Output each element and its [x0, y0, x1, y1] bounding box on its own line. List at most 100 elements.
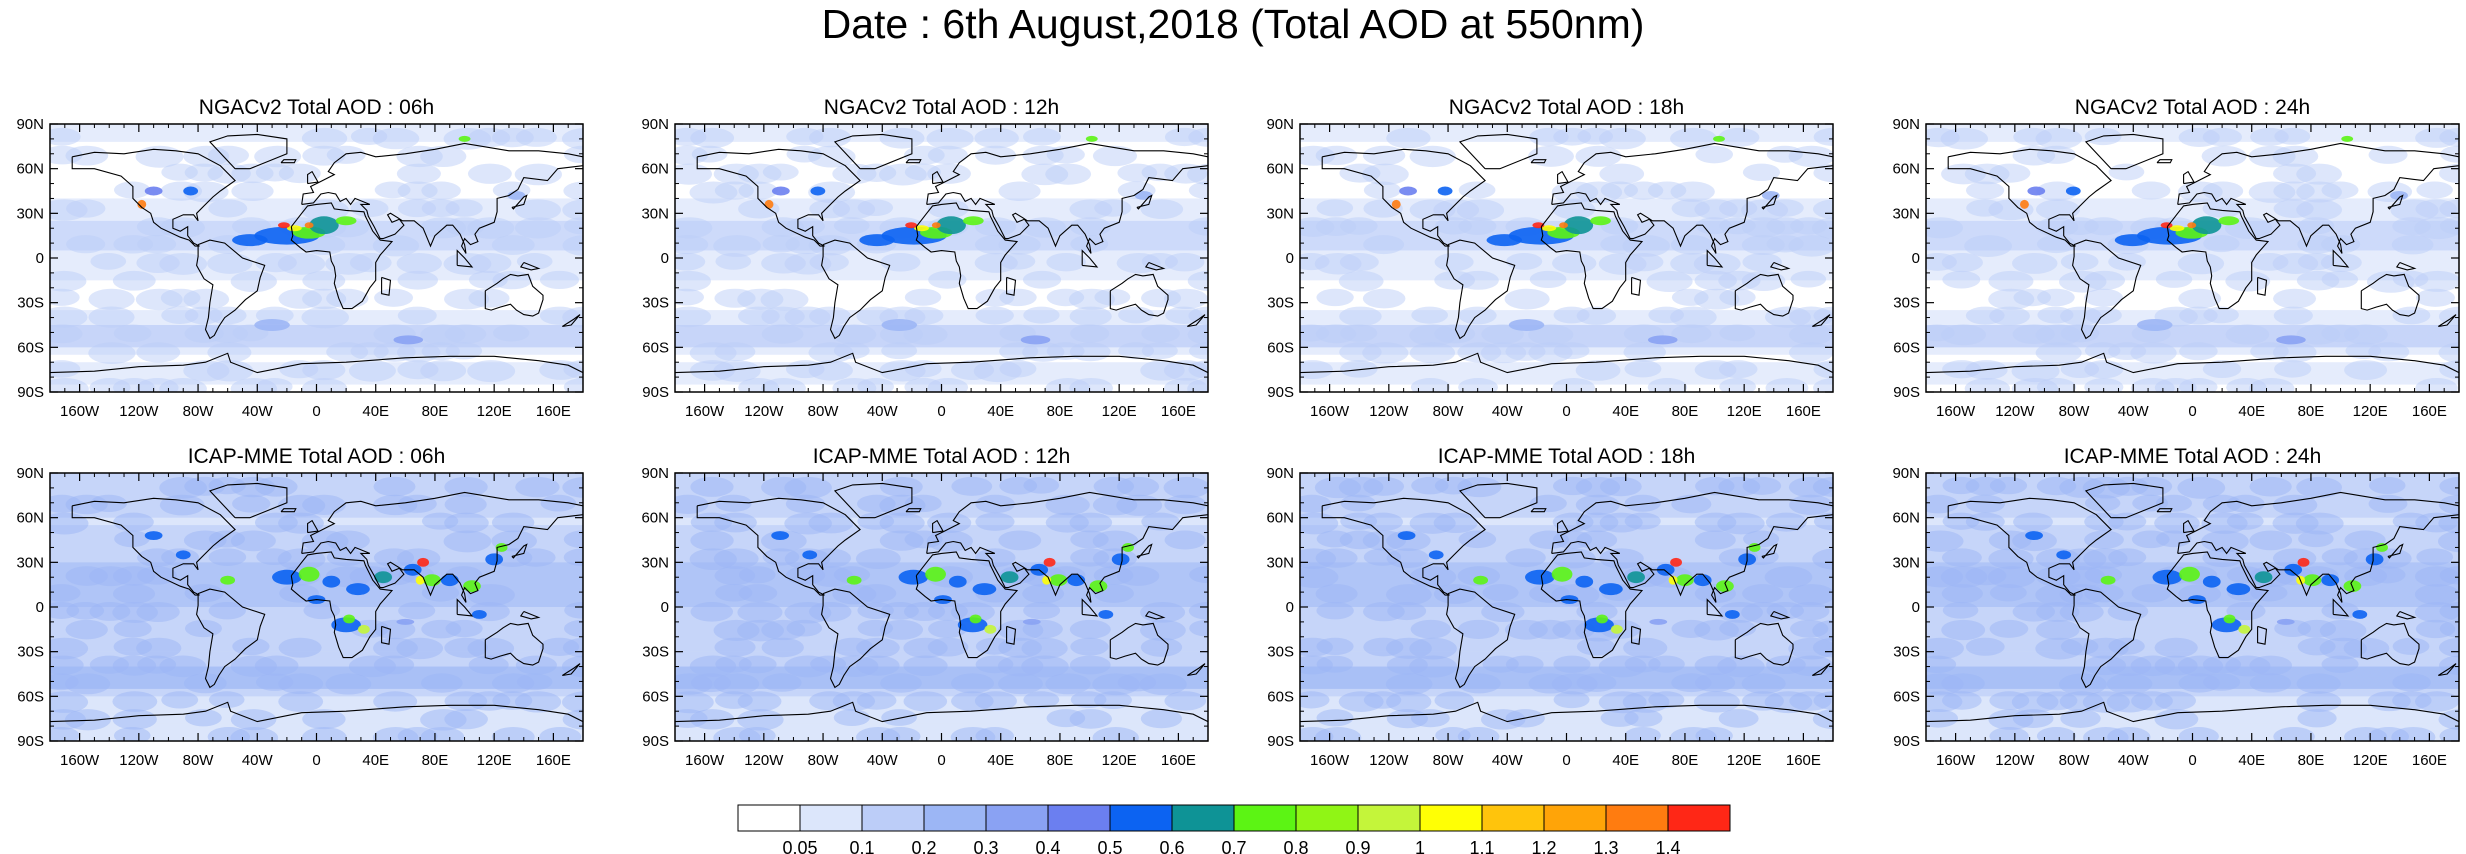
lat-tick-label: 30S	[1893, 295, 1920, 312]
lat-tick-label: 60S	[642, 688, 669, 705]
lon-tick-label: 0	[1562, 403, 1570, 420]
lon-tick-label: 80E	[422, 752, 449, 769]
lat-tick-label: 90N	[641, 465, 669, 482]
map-panel: ICAP-MME Total AOD : 18h 90N 60N 30N 0 30S 60S…	[1266, 445, 1834, 769]
lon-tick-label: 160E	[2412, 752, 2447, 769]
lon-tick-label: 0	[312, 403, 320, 420]
lat-tick-label: 60S	[1267, 339, 1294, 356]
colorbar-label: 1.2	[1531, 838, 1556, 854]
lat-tick-label: 90S	[1893, 733, 1920, 750]
colorbar-swatch	[1109, 804, 1173, 832]
lon-tick-label: 120E	[2353, 403, 2388, 420]
colorbar-label: 0.1	[849, 838, 874, 854]
lat-tick-label: 60S	[1267, 688, 1294, 705]
lon-tick-label: 40W	[2118, 403, 2150, 420]
aod-field	[1926, 124, 2459, 392]
lon-tick-label: 120E	[477, 752, 512, 769]
colorbar-swatch	[737, 804, 801, 832]
map-panel: ICAP-MME Total AOD : 12h 90N 60N 30N 0 30S 60S…	[641, 445, 1209, 769]
lon-tick-label: 80E	[422, 403, 449, 420]
lon-tick-label: 160W	[1936, 752, 1976, 769]
lon-tick-label: 80W	[808, 403, 840, 420]
lon-tick-label: 160W	[685, 752, 725, 769]
lat-tick-label: 30S	[1893, 644, 1920, 661]
lon-tick-label: 40W	[242, 403, 274, 420]
lat-tick-label: 90N	[16, 465, 44, 482]
aod-field	[50, 124, 583, 392]
lat-tick-label: 90N	[1892, 465, 1920, 482]
lon-tick-label: 160E	[2412, 403, 2447, 420]
lat-tick-label: 60N	[16, 510, 44, 527]
lat-tick-label: 0	[1912, 250, 1920, 267]
lat-tick-label: 60S	[1893, 339, 1920, 356]
lon-tick-label: 120W	[119, 403, 159, 420]
lat-tick-label: 90N	[1892, 116, 1920, 133]
aod-field	[675, 124, 1208, 392]
lon-tick-label: 40E	[1612, 752, 1639, 769]
lat-tick-label: 0	[661, 250, 669, 267]
lat-tick-label: 60S	[642, 339, 669, 356]
lat-tick-label: 60N	[1266, 510, 1294, 527]
lon-tick-label: 120W	[1369, 403, 1409, 420]
lat-tick-label: 30S	[642, 295, 669, 312]
colorbar-swatch	[1233, 804, 1297, 832]
lon-tick-label: 160E	[1786, 752, 1821, 769]
coastlines	[50, 482, 583, 723]
lon-tick-label: 0	[937, 403, 945, 420]
map-panel: NGACv2 Total AOD : 24h 90N 60N 30N 0 30S 60S 90…	[1892, 96, 2460, 420]
coastlines	[1300, 482, 1833, 723]
lon-tick-label: 80W	[1433, 403, 1465, 420]
lat-tick-label: 90S	[17, 733, 44, 750]
colorbar-label: 0.4	[1035, 838, 1060, 854]
lat-tick-label: 30N	[641, 554, 669, 571]
lat-tick-label: 90S	[642, 733, 669, 750]
aod-field	[1926, 473, 2459, 741]
lat-tick-label: 30S	[1267, 644, 1294, 661]
lat-tick-label: 90N	[16, 116, 44, 133]
colorbar-swatch	[1295, 804, 1359, 832]
lon-tick-label: 80E	[1672, 403, 1699, 420]
lat-tick-label: 0	[36, 599, 44, 616]
lon-tick-label: 80W	[808, 752, 840, 769]
lon-tick-label: 160W	[1310, 752, 1350, 769]
lon-tick-label: 120E	[1727, 752, 1762, 769]
lon-tick-label: 160E	[536, 752, 571, 769]
lon-tick-label: 80W	[2059, 752, 2091, 769]
colorbar: 0.05 0.1 0.2 0.3 0.4 0.5 0.6 0.7 0.8 0.9 1 1.1 1.2 1.…	[737, 804, 1731, 854]
lon-tick-label: 80E	[1047, 752, 1074, 769]
lat-tick-label: 90N	[1266, 465, 1294, 482]
lon-tick-label: 80W	[183, 403, 215, 420]
colorbar-swatch	[1171, 804, 1235, 832]
lon-tick-label: 80E	[2298, 403, 2325, 420]
lat-tick-label: 30N	[1266, 205, 1294, 222]
lat-tick-label: 60S	[17, 339, 44, 356]
lat-tick-label: 60N	[1266, 161, 1294, 178]
lat-tick-label: 0	[1286, 599, 1294, 616]
lon-tick-label: 80E	[1047, 403, 1074, 420]
coastlines	[1926, 133, 2459, 374]
colorbar-label: 0.9	[1345, 838, 1370, 854]
lat-tick-label: 0	[36, 250, 44, 267]
lon-tick-label: 40E	[362, 752, 389, 769]
lon-tick-label: 0	[312, 752, 320, 769]
lat-tick-label: 30N	[16, 554, 44, 571]
panel-title: ICAP-MME Total AOD : 24h	[2064, 445, 2322, 468]
lon-tick-label: 120W	[1369, 752, 1409, 769]
lat-tick-label: 30N	[16, 205, 44, 222]
colorbar-label: 0.5	[1097, 838, 1122, 854]
colorbar-swatch	[1357, 804, 1421, 832]
lon-tick-label: 40E	[1612, 403, 1639, 420]
colorbar-label: 0.05	[782, 838, 817, 854]
aod-field	[675, 473, 1208, 741]
colorbar-label: 0.2	[911, 838, 936, 854]
lon-tick-label: 160W	[685, 403, 725, 420]
lat-tick-label: 60S	[1893, 688, 1920, 705]
colorbar-swatch	[1667, 804, 1731, 832]
colorbar-swatch	[1047, 804, 1111, 832]
lon-tick-label: 0	[2188, 403, 2196, 420]
lon-tick-label: 80W	[2059, 403, 2091, 420]
lon-tick-label: 80W	[1433, 752, 1465, 769]
lat-tick-label: 90S	[642, 384, 669, 401]
lat-tick-label: 60N	[1892, 510, 1920, 527]
lon-tick-label: 120W	[744, 752, 784, 769]
